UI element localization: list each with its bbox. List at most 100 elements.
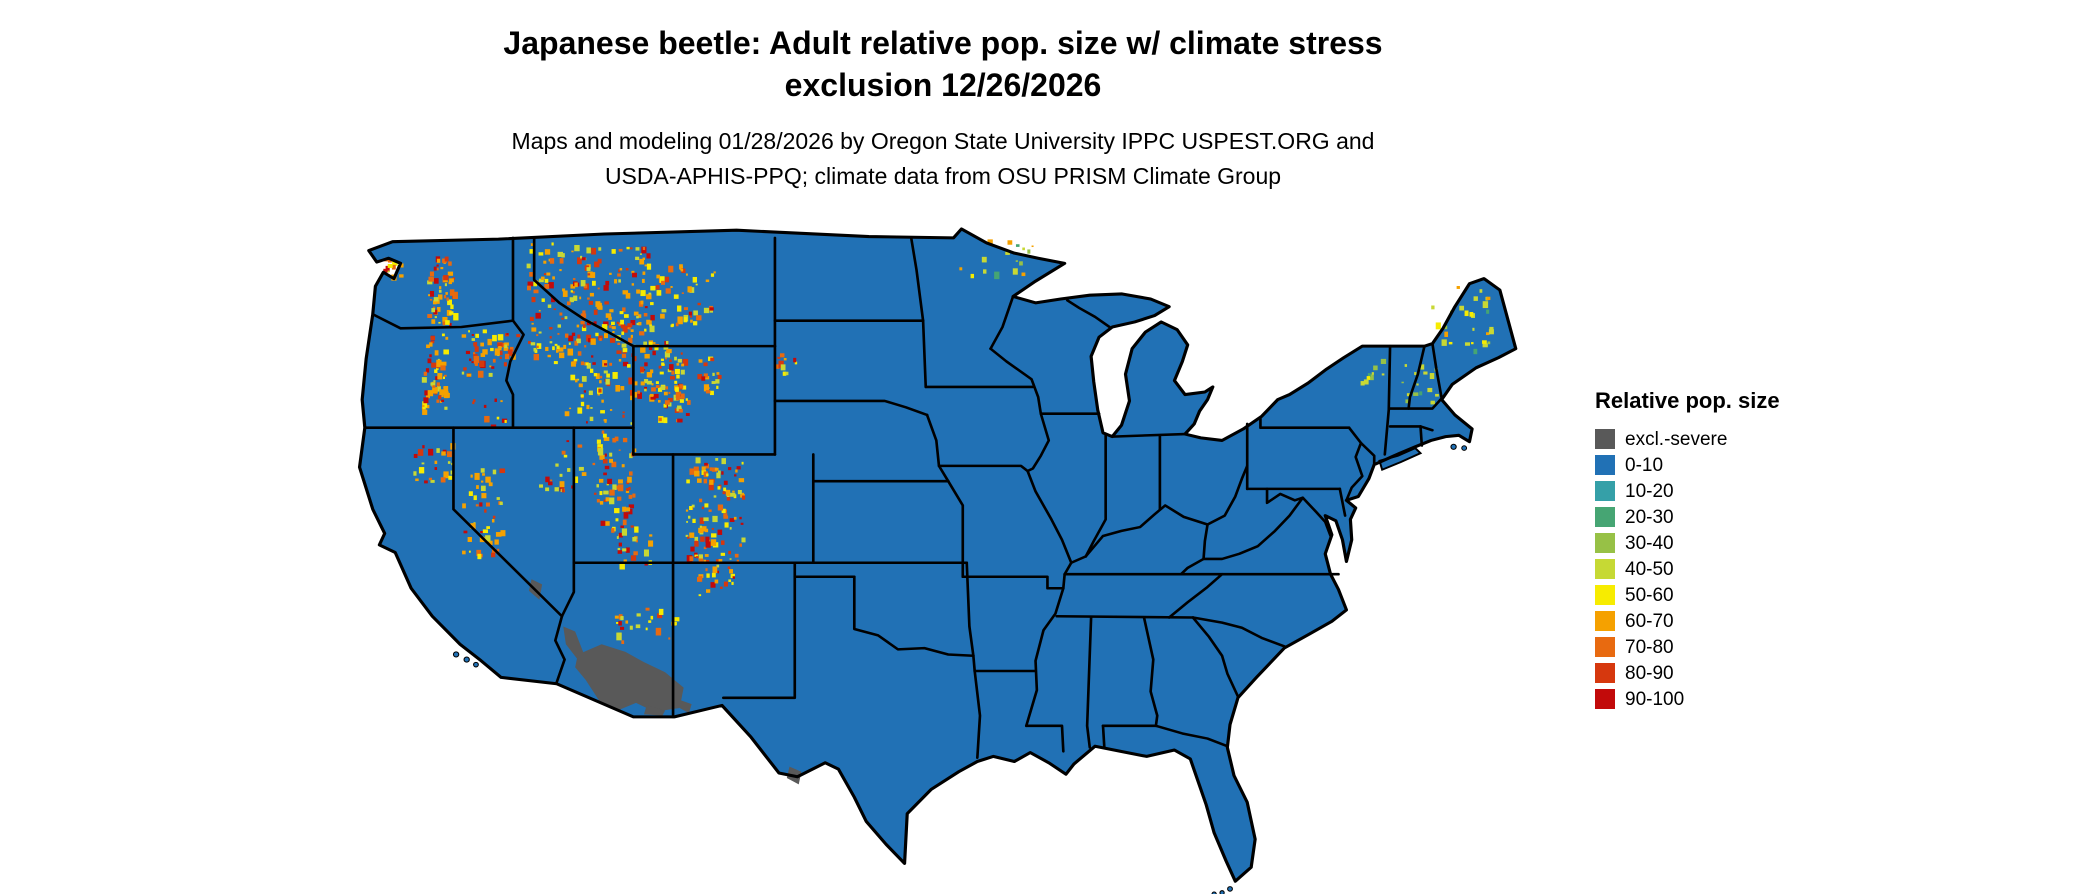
hotspot-speck [668, 391, 671, 394]
legend-swatch [1595, 455, 1615, 475]
page-title-line2: exclusion 12/26/2026 [784, 67, 1102, 104]
hotspot-speck [697, 302, 701, 306]
hotspot-speck [563, 344, 567, 349]
hotspot-speck [696, 315, 702, 321]
hotspot-speck [680, 268, 684, 272]
hotspot-speck [547, 354, 551, 358]
hotspot-speck [438, 321, 441, 324]
hotspot-speck [682, 358, 689, 366]
hotspot-speck [677, 358, 682, 363]
hotspot-speck [544, 278, 549, 283]
hotspot-speck [625, 490, 630, 494]
hotspot-speck [434, 299, 440, 304]
hotspot-speck [623, 512, 629, 519]
hotspot-speck [580, 313, 587, 319]
hotspot-speck [427, 358, 432, 364]
hotspot-speck [705, 536, 710, 543]
hotspot-speck [665, 340, 669, 345]
hotspot-speck [591, 247, 597, 255]
hotspot-speck [608, 316, 612, 320]
hotspot-speck [433, 297, 439, 302]
legend-item: 30-40 [1595, 530, 1875, 556]
hotspot-speck [474, 363, 478, 367]
hotspot-speck [794, 361, 798, 365]
hotspot-speck [683, 317, 688, 323]
hotspot-speck [1414, 372, 1417, 376]
hotspot-speck [622, 411, 625, 414]
hotspot-speck [432, 387, 438, 394]
hotspot-speck [567, 468, 571, 472]
hotspot-speck [618, 621, 622, 626]
hotspot-speck [439, 389, 445, 396]
hotspot-speck [593, 321, 597, 325]
hotspot-speck [428, 276, 434, 282]
hotspot-speck [687, 400, 691, 405]
hotspot-speck [634, 381, 638, 386]
hotspot-speck [740, 522, 744, 525]
hotspot-speck [674, 380, 678, 384]
hotspot-speck [695, 283, 698, 286]
hotspot-speck [539, 484, 544, 488]
hotspot-speck [689, 468, 695, 475]
hotspot-speck [586, 267, 591, 271]
hotspot-speck [685, 534, 689, 538]
hotspot-speck [664, 276, 670, 283]
hotspot-speck [1360, 381, 1365, 386]
hotspot-speck [739, 516, 742, 520]
hotspot-speck [421, 377, 427, 383]
hotspot-speck [639, 331, 645, 336]
hotspot-speck [634, 526, 639, 533]
hotspot-speck [689, 315, 693, 318]
hotspot-speck [498, 350, 503, 356]
hotspot-speck [529, 271, 533, 277]
hotspot-speck [627, 364, 631, 368]
hotspot-speck [676, 396, 681, 401]
hotspot-speck [644, 353, 650, 359]
hotspot-speck [630, 525, 634, 528]
hotspot-speck [657, 387, 663, 392]
hotspot-speck [633, 551, 638, 556]
hotspot-speck [723, 581, 728, 587]
hotspot-speck [669, 359, 672, 362]
hotspot-speck [602, 433, 607, 438]
hotspot-speck [703, 517, 709, 522]
hotspot-speck [425, 368, 430, 373]
hotspot-speck [603, 370, 608, 374]
hotspot-speck [1019, 261, 1023, 266]
hotspot-speck [561, 450, 566, 455]
hotspot-speck [476, 549, 482, 556]
hotspot-speck [436, 359, 442, 368]
hotspot-speck [703, 559, 707, 563]
hotspot-speck [531, 296, 536, 303]
hotspot-speck [499, 501, 503, 506]
hotspot-speck [422, 409, 428, 415]
hotspot-speck [598, 388, 602, 393]
hotspot-speck [717, 529, 723, 535]
island [1461, 445, 1468, 451]
hotspot-speck [553, 308, 556, 311]
legend-item-label: 60-70 [1625, 610, 1674, 632]
hotspot-speck [622, 325, 628, 333]
hotspot-speck [680, 266, 683, 271]
hotspot-speck [691, 504, 695, 508]
hotspot-speck [562, 288, 566, 292]
hotspot-speck [685, 398, 688, 401]
hotspot-speck [585, 362, 588, 366]
hotspot-speck [642, 271, 646, 275]
hotspot-speck [649, 393, 654, 397]
hotspot-speck [468, 330, 470, 333]
hotspot-speck [541, 298, 545, 302]
hotspot-speck [549, 258, 555, 264]
hotspot-speck [555, 463, 559, 467]
hotspot-speck [675, 322, 679, 327]
hotspot-speck [448, 475, 453, 480]
legend-item: 40-50 [1595, 556, 1875, 582]
hotspot-speck [529, 249, 534, 254]
hotspot-speck [421, 462, 425, 465]
hotspot-speck [475, 504, 479, 507]
hotspot-speck [443, 275, 449, 281]
hotspot-speck [575, 378, 578, 383]
hotspot-speck [436, 258, 441, 263]
hotspot-speck [639, 258, 645, 265]
hotspot-speck [1482, 343, 1488, 348]
